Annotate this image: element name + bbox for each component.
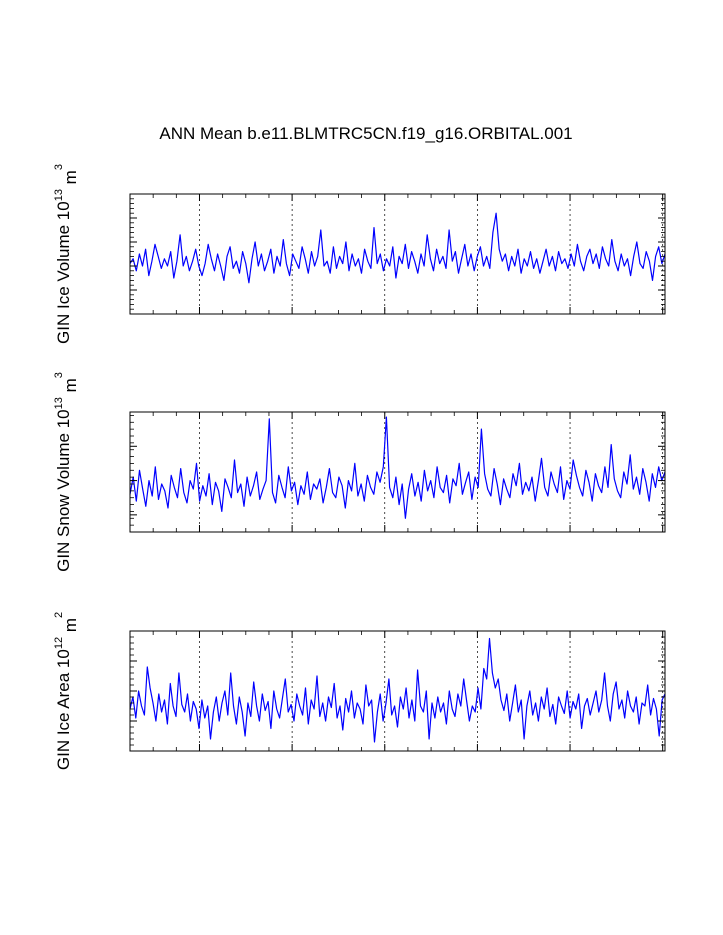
y-axis-label: GIN Ice Area 1012 m2 bbox=[53, 612, 80, 770]
y-axis-label-exp: 13 bbox=[53, 397, 65, 409]
series-line bbox=[129, 212, 666, 284]
y-axis-label-base: GIN Snow Volume 10 bbox=[54, 409, 73, 572]
y-axis-label: GIN Snow Volume 1013 m3 bbox=[53, 372, 80, 572]
plot-frame bbox=[129, 193, 666, 315]
y-axis-label-unit-exp: 3 bbox=[53, 164, 65, 170]
y-axis-label-unit: m bbox=[61, 378, 80, 397]
y-axis-label-exp: 13 bbox=[53, 189, 65, 201]
y-axis-label-unit-exp: 2 bbox=[53, 612, 65, 618]
y-axis-label-unit-exp: 3 bbox=[53, 372, 65, 378]
chart-panel-2: GIN Snow Volume 1013 m3 bbox=[53, 372, 666, 572]
series-line bbox=[129, 416, 666, 519]
y-axis-label-unit: m bbox=[61, 170, 80, 189]
series-line bbox=[129, 637, 666, 743]
y-axis-label-unit: m bbox=[61, 618, 80, 637]
y-axis-label: GIN Ice Volume 1013 m3 bbox=[53, 164, 80, 344]
y-axis-label-exp: 12 bbox=[53, 637, 65, 649]
plot-frame bbox=[129, 411, 666, 533]
y-axis-label-base: GIN Ice Volume 10 bbox=[54, 201, 73, 344]
chart-panel-1: GIN Ice Volume 1013 m3 bbox=[53, 164, 666, 344]
figure-title: ANN Mean b.e11.BLMTRC5CN.f19_g16.ORBITAL… bbox=[159, 124, 572, 143]
chart-panel-3: GIN Ice Area 1012 m2 bbox=[53, 612, 666, 770]
y-axis-label-base: GIN Ice Area 10 bbox=[54, 649, 73, 770]
